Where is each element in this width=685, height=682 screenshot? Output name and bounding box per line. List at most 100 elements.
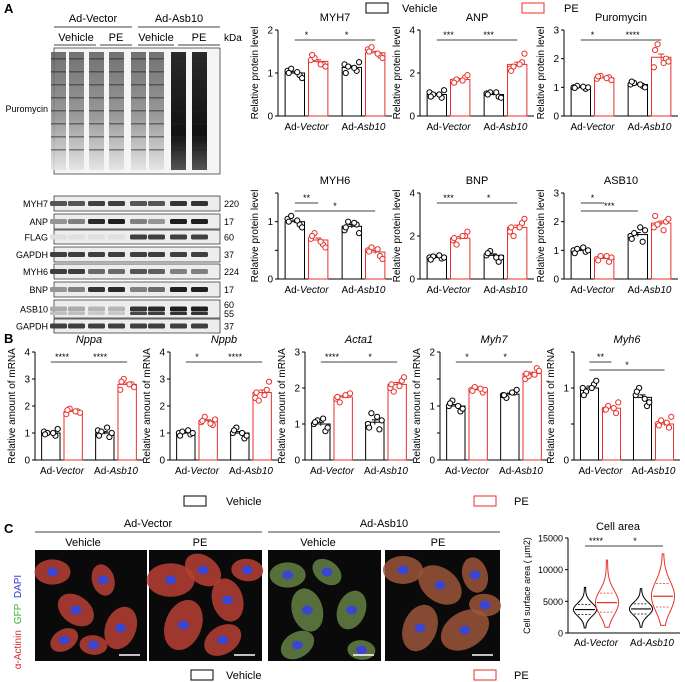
significance-label: *** (483, 30, 494, 40)
x-tick-label: Ad-Vector (578, 466, 623, 477)
data-point (322, 63, 329, 70)
puromycin-band (171, 71, 186, 73)
nucleus (397, 565, 409, 575)
stain-gfp: GFP (13, 603, 24, 624)
puromycin-band (131, 110, 146, 112)
blot-band (68, 269, 85, 274)
blot-band (130, 252, 147, 257)
puromycin-band (109, 97, 124, 99)
y-axis-label: Relative protein level (536, 190, 547, 283)
significance-label: * (345, 30, 349, 40)
violin (628, 588, 654, 628)
blot-band (148, 252, 165, 257)
data-point (322, 244, 329, 251)
significance-label: ** (303, 193, 311, 203)
x-tick-label: Ad-Vector (40, 466, 85, 477)
data-point (660, 227, 667, 234)
data-point (388, 381, 395, 388)
data-point (641, 395, 648, 402)
puromycin-band (149, 136, 164, 138)
data-point (285, 69, 292, 77)
nucleus (165, 575, 177, 585)
x-tick-label-prefix: Ad- (484, 285, 500, 296)
data-point (104, 424, 111, 431)
data-point (374, 246, 381, 253)
blot-band (88, 287, 105, 292)
data-point (652, 212, 659, 220)
blot-band (88, 219, 105, 224)
blot-band (130, 269, 147, 274)
data-point (660, 59, 667, 67)
data-point (595, 257, 602, 264)
data-point (637, 81, 644, 88)
data-point (484, 250, 491, 257)
puromycin-band (89, 97, 104, 99)
puromycin-band (149, 97, 164, 99)
puromycin-band (109, 71, 124, 73)
x-tick-label-suffix: Asb10 (642, 285, 672, 296)
puromycin-band (131, 136, 146, 138)
blot-label-flag: FLAG (24, 233, 48, 243)
x-tick-label: Ad-Vector (445, 466, 490, 477)
puromycin-band (171, 97, 186, 99)
x-tick-label-suffix: Asb10 (514, 466, 544, 477)
puromycin-band (149, 123, 164, 125)
x-tick-label-prefix: Ad- (94, 466, 110, 477)
violin (650, 553, 676, 626)
nucleus (459, 625, 471, 635)
y-tick-label: 2 (294, 384, 300, 395)
data-point (580, 244, 587, 251)
data-point (366, 48, 373, 55)
blot-band (148, 219, 165, 224)
puromycin-band (51, 149, 66, 151)
significance-label: * (465, 352, 469, 362)
nucleus (97, 575, 109, 585)
blot-band (191, 201, 208, 206)
x-tick-label: Ad-Vector (426, 285, 471, 296)
nucleus (70, 605, 82, 615)
x-tick-label-prefix: Ad- (570, 285, 586, 296)
nucleus (469, 570, 481, 580)
y-tick-label: 2 (409, 69, 415, 80)
x-tick-label-suffix: Vector (326, 466, 355, 477)
x-tick-label-suffix: Vector (300, 285, 329, 296)
x-tick-label: Ad-Asb10 (484, 285, 528, 296)
data-point (668, 413, 675, 420)
x-tick-label: Ad-Vector (574, 638, 619, 649)
data-point (500, 392, 508, 399)
x-tick-label: Ad-Asb10 (342, 122, 386, 133)
legend-c-vehicle: Vehicle (226, 670, 261, 682)
data-point (427, 256, 434, 263)
data-point (366, 248, 373, 255)
data-point (95, 432, 103, 439)
data-point (50, 429, 57, 437)
data-point (355, 59, 363, 66)
blot-band (68, 201, 85, 206)
data-point (440, 254, 448, 261)
data-point (298, 224, 306, 231)
data-point (351, 219, 358, 226)
y-tick-label: 1 (24, 429, 30, 440)
y-tick-label: 0 (159, 456, 165, 467)
blot-kda-header: kDa (224, 33, 242, 44)
data-point (523, 370, 530, 377)
y-axis-label: Relative amount of mRNA (142, 348, 153, 464)
significance-label: **** (626, 30, 641, 40)
data-point (650, 64, 658, 71)
data-point (376, 426, 383, 433)
y-tick-label: 3 (553, 189, 559, 200)
bar (333, 396, 353, 461)
blot-band (50, 323, 67, 329)
bar (579, 387, 599, 461)
significance-label: **** (228, 352, 243, 362)
data-point (595, 73, 602, 80)
nucleus (241, 565, 253, 575)
y-axis-label: Cell surface area ( μm2) (522, 537, 532, 634)
y-tick-label: 0 (267, 275, 273, 286)
nucleus (434, 580, 446, 590)
x-tick-label-prefix: Ad- (570, 122, 586, 133)
bar (570, 86, 591, 117)
blot-lane-2: PE (109, 32, 124, 44)
data-point (464, 72, 471, 79)
